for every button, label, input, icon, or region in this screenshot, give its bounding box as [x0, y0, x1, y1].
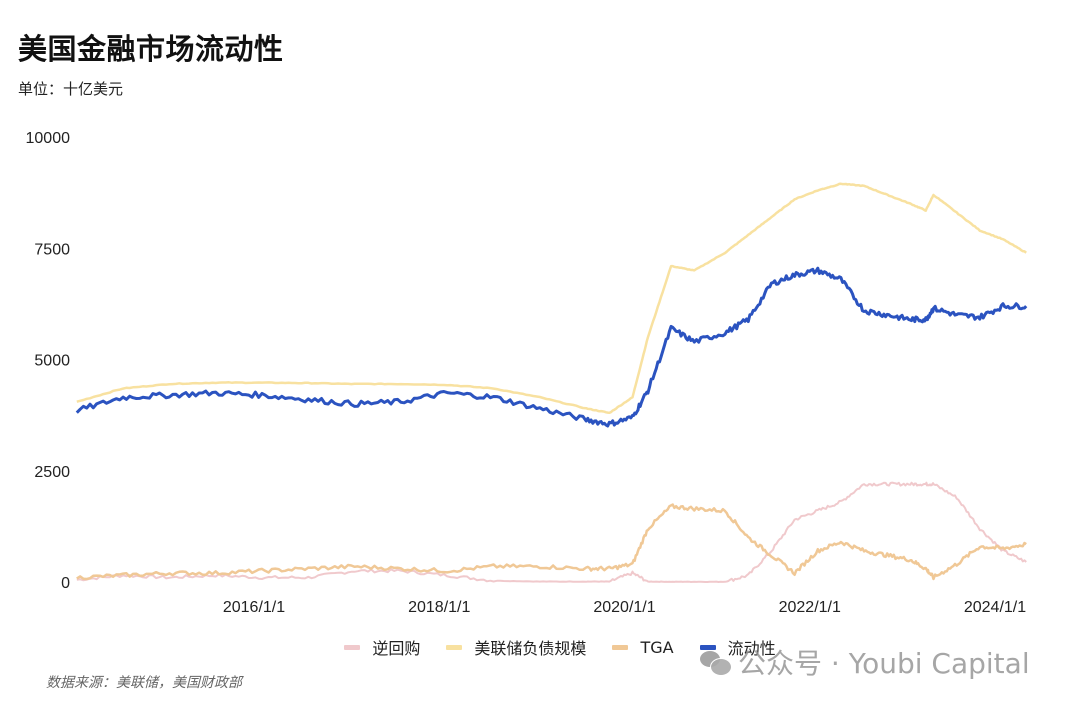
legend-label: 流动性 — [727, 639, 776, 658]
series-line-tga — [76, 503, 1027, 581]
legend-item-liquidity[interactable]: 流动性 — [699, 635, 776, 659]
x-tick-label: 2018/1/1 — [408, 599, 470, 616]
legend-swatch-fed-liabilities — [446, 644, 463, 650]
y-tick-label: 5000 — [34, 353, 70, 370]
legend-label: 逆回购 — [372, 639, 421, 658]
y-tick-label: 10000 — [26, 130, 71, 147]
series-line-reverse-repo — [76, 481, 1027, 583]
page-title: 美国金融市场流动性 — [18, 32, 284, 66]
legend-label: TGA — [640, 637, 674, 657]
watermark: 公众号 · Youbi Capital — [700, 642, 1030, 682]
y-tick-label: 2500 — [34, 464, 70, 481]
series-line-liquidity — [75, 266, 1028, 428]
legend-item-fed-liabilities[interactable]: 美联储负债规模 — [446, 635, 586, 659]
y-axis: 0 2500 5000 7500 10000 — [26, 130, 71, 592]
chart-legend: 逆回购 美联储负债规模 TGA 流动性 — [0, 635, 1080, 659]
legend-item-tga[interactable]: TGA — [612, 635, 674, 659]
legend-swatch-reverse-repo — [344, 644, 361, 650]
x-tick-label: 2016/1/1 — [223, 599, 285, 616]
y-tick-label: 0 — [61, 575, 70, 592]
y-tick-label: 7500 — [34, 241, 70, 258]
series-layer — [75, 182, 1028, 583]
series-line-fed-liabilities — [76, 182, 1027, 415]
data-source-note: 数据来源：美联储，美国财政部 — [46, 675, 242, 691]
x-tick-label: 2024/1/1 — [964, 599, 1026, 616]
x-axis: 2016/1/1 2018/1/1 2020/1/1 2022/1/1 2024/1/1 — [223, 599, 1026, 616]
x-tick-label: 2020/1/1 — [593, 599, 655, 616]
legend-swatch-liquidity — [699, 644, 716, 650]
x-tick-label: 2022/1/1 — [779, 599, 841, 616]
unit-label: 单位：十亿美元 — [18, 80, 124, 98]
wechat-icon — [700, 649, 732, 676]
watermark-text: 公众号 · Youbi Capital — [738, 647, 1030, 680]
legend-label: 美联储负债规模 — [474, 639, 587, 658]
legend-item-reverse-repo[interactable]: 逆回购 — [344, 635, 420, 659]
legend-swatch-tga — [612, 644, 629, 650]
